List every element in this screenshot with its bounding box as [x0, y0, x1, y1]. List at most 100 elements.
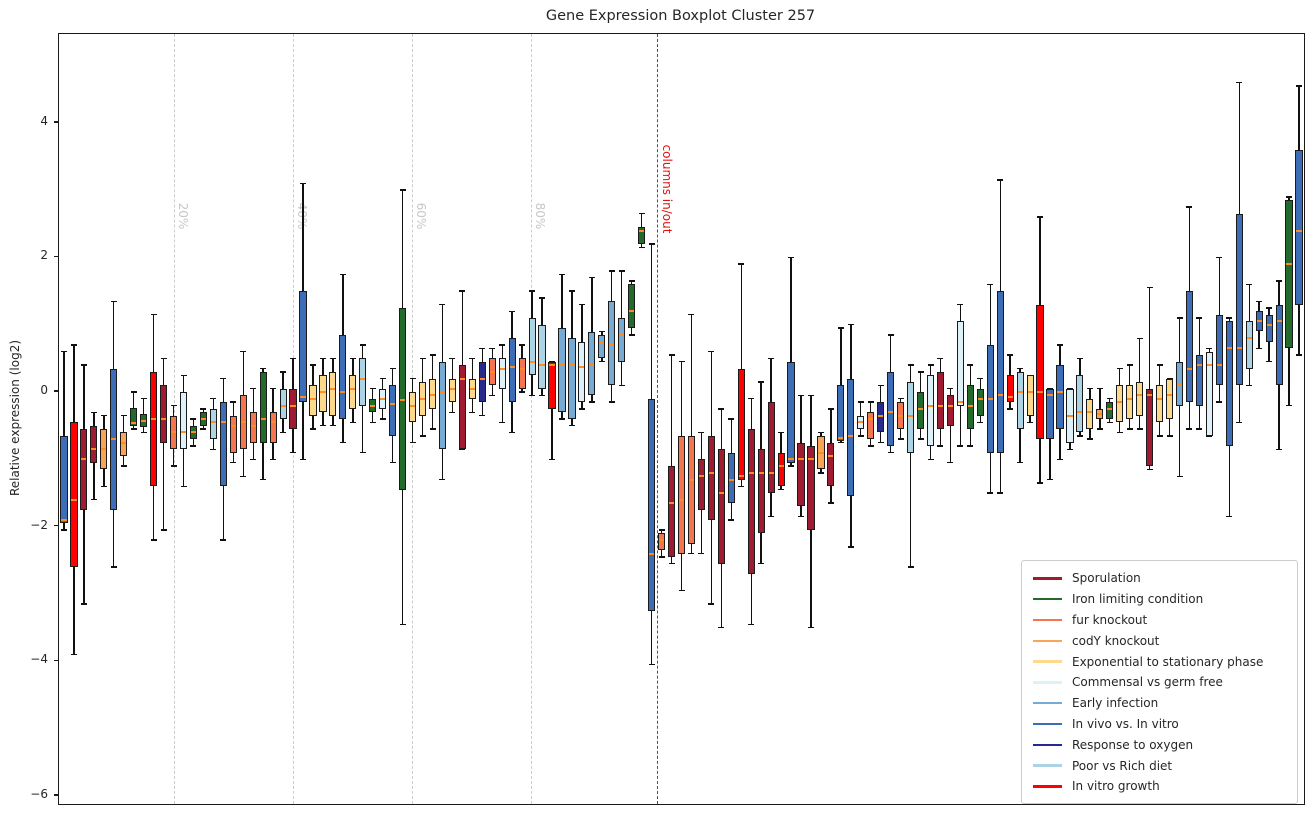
whisker-cap [339, 441, 346, 444]
box-ei [598, 334, 606, 359]
median-line [658, 539, 665, 542]
box-iv [508, 338, 516, 403]
box-ig [737, 368, 745, 480]
median-line [1107, 407, 1113, 410]
whisker-cap [230, 462, 237, 464]
whisker-cap [1236, 81, 1243, 84]
whisker-cap [549, 361, 556, 363]
box-iv [60, 435, 68, 524]
box-iv [887, 371, 895, 446]
box-iv [837, 385, 845, 441]
median-line [1077, 411, 1083, 414]
median-line [977, 397, 983, 400]
median-line [668, 502, 675, 505]
whisker-cap [947, 462, 954, 464]
whisker-cap [170, 404, 177, 407]
whisker-cap [399, 189, 406, 191]
box-ei [1175, 361, 1184, 406]
whisker-cap [1256, 300, 1263, 302]
whisker-cap [827, 408, 834, 410]
whisker-cap [240, 350, 247, 353]
whisker-cap [877, 441, 884, 444]
whisker-cap [997, 492, 1004, 494]
whisker-cap [150, 539, 157, 541]
whisker-cap [1066, 388, 1073, 390]
whisker-cap [309, 364, 316, 366]
box-ig [1036, 304, 1044, 440]
whisker-cap [847, 546, 854, 548]
median-line [529, 360, 535, 363]
whisker-cap [778, 488, 785, 491]
whisker-cap [329, 425, 336, 427]
box-ei [438, 361, 447, 450]
whisker-cap [499, 344, 506, 346]
whisker-cap [917, 438, 924, 440]
whisker-cap [270, 458, 277, 461]
median-line [459, 377, 465, 380]
median-line [519, 367, 525, 370]
whisker-cap [1256, 347, 1263, 350]
median-line [1236, 347, 1242, 350]
box-pr [1016, 371, 1024, 430]
box-ex [428, 378, 437, 409]
median-line [360, 377, 366, 380]
median-line [748, 471, 754, 474]
whisker-cap [220, 539, 227, 541]
whisker [670, 355, 673, 564]
box-ir [1106, 402, 1114, 419]
median-line [509, 366, 515, 369]
box-ei [588, 331, 596, 396]
whisker-cap [788, 465, 795, 467]
median-line [439, 391, 446, 394]
median-line [678, 498, 685, 501]
whisker-cap [60, 529, 67, 531]
median-line [549, 364, 555, 367]
whisker-cap [270, 388, 277, 390]
box-pr [1076, 375, 1084, 433]
whisker-cap [588, 401, 595, 403]
whisker-cap [120, 414, 127, 417]
whisker-cap [1017, 367, 1024, 370]
whisker-cap [1266, 307, 1273, 309]
whisker-cap [539, 297, 546, 299]
median-line [768, 471, 774, 474]
whisker-cap [1146, 468, 1153, 471]
median-line [230, 424, 236, 427]
median-line [1147, 394, 1153, 397]
whisker-cap [658, 529, 665, 531]
whisker-cap [519, 391, 526, 393]
whisker-cap [280, 431, 287, 434]
whisker-cap [479, 347, 486, 350]
whisker-cap [399, 623, 406, 625]
whisker-cap [598, 330, 605, 333]
whisker-cap [250, 458, 257, 461]
box-ig [70, 422, 78, 568]
median-line [479, 377, 485, 380]
whisker-cap [1286, 196, 1293, 198]
box-fu [518, 358, 526, 389]
legend-swatch-icon [1033, 618, 1062, 622]
y-tick-mark [54, 524, 58, 527]
box-co [120, 432, 128, 456]
whisker-cap [957, 445, 964, 447]
box-sp [936, 371, 945, 430]
legend-label: Response to oxygen [1072, 737, 1194, 752]
whisker-cap [738, 263, 745, 265]
whisker-cap [648, 663, 655, 666]
box-sp [159, 385, 168, 443]
box-ir [399, 307, 407, 490]
median-line [1037, 391, 1043, 394]
whisker-cap [200, 408, 207, 410]
box-iv [1046, 388, 1054, 440]
box-ig [150, 371, 158, 487]
median-line [639, 229, 645, 232]
whisker-cap [190, 418, 197, 420]
median-line [898, 414, 904, 417]
whisker-cap [1017, 462, 1024, 464]
median-line [967, 404, 973, 407]
box-iv [1275, 304, 1283, 386]
whisker-cap [319, 425, 326, 427]
median-line [449, 387, 455, 390]
median-line [1196, 364, 1202, 367]
whisker-cap [469, 411, 476, 413]
